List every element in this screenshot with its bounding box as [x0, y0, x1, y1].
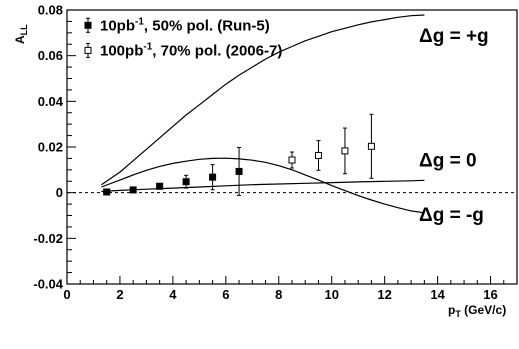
x-tick-label: 2: [116, 287, 123, 302]
curve-annotation: Δg = 0: [419, 150, 476, 171]
x-tick-label: 6: [222, 287, 229, 302]
x-axis-title-main: p: [448, 303, 455, 317]
filled-square-marker: [156, 182, 164, 190]
x-tick-label: 10: [324, 287, 338, 302]
theory-curve: [101, 179, 425, 193]
y-tick-label: 0.04: [38, 94, 64, 109]
legend-label: 10pb-1, 50% pol. (Run-5): [100, 16, 270, 34]
filled-square-marker: [129, 186, 137, 194]
legend-open-square-marker: [84, 46, 92, 54]
curve-annotation: Δg = +g: [419, 26, 489, 47]
theory-curve: [101, 157, 425, 214]
legend-label-main: 100pb: [100, 42, 143, 59]
open-square-marker: [341, 147, 349, 155]
x-axis-title-unit: (GeV/c): [461, 303, 506, 317]
y-tick-label: -0.02: [33, 231, 63, 246]
legend-label-superscript: -1: [135, 16, 144, 27]
legend: 10pb-1, 50% pol. (Run-5)100pb-1, 70% pol…: [84, 16, 282, 59]
open-square-marker: [288, 156, 296, 164]
x-axis-title-sub: T: [455, 309, 461, 319]
filled-square-marker: [209, 173, 217, 181]
x-tick-label: 12: [377, 287, 391, 302]
x-tick-label: 14: [430, 287, 445, 302]
y-tick-label: -0.04: [33, 277, 63, 292]
legend-label-superscript: -1: [143, 41, 152, 52]
y-tick-label: 0.06: [38, 48, 63, 63]
legend-label-main: 10pb: [100, 17, 135, 34]
x-tick-label: 0: [63, 287, 70, 302]
x-axis-title: pT (GeV/c): [448, 303, 506, 319]
legend-label: 100pb-1, 70% pol. (2006-7): [100, 41, 282, 59]
open-square-marker: [314, 151, 322, 159]
x-tick-label: 8: [275, 287, 282, 302]
y-tick-label: 0: [56, 185, 63, 200]
y-tick-label: 0.02: [38, 140, 63, 155]
legend-label-rest: , 70% pol. (2006-7): [152, 42, 282, 59]
filled-square-marker: [235, 167, 243, 175]
axes: 0 2 4 6 8 10 12 14 16 -0.04 -0.02 0 0.02 0.04 0.06 0.08: [33, 3, 518, 302]
theory-curve: [101, 14, 425, 186]
y-axis-title-main: A: [13, 35, 27, 44]
x-tick-label: 16: [483, 287, 497, 302]
y-axis-title-sub: LL: [19, 24, 29, 35]
legend-filled-square-marker: [84, 21, 92, 29]
curve-annotations: Δg = +g Δg = 0 Δg = -g: [419, 26, 489, 226]
x-tick-label: 4: [169, 287, 177, 302]
y-tick-label: 0.08: [38, 3, 63, 18]
open-square-marker: [367, 142, 375, 150]
filled-square-marker: [182, 178, 190, 186]
data-points: [103, 113, 375, 196]
curve-annotation: Δg = -g: [419, 205, 484, 226]
theory-curves: [101, 14, 425, 214]
filled-square-marker: [103, 188, 111, 196]
legend-label-rest: , 50% pol. (Run-5): [144, 17, 270, 34]
y-axis-title: ALL: [13, 24, 29, 44]
